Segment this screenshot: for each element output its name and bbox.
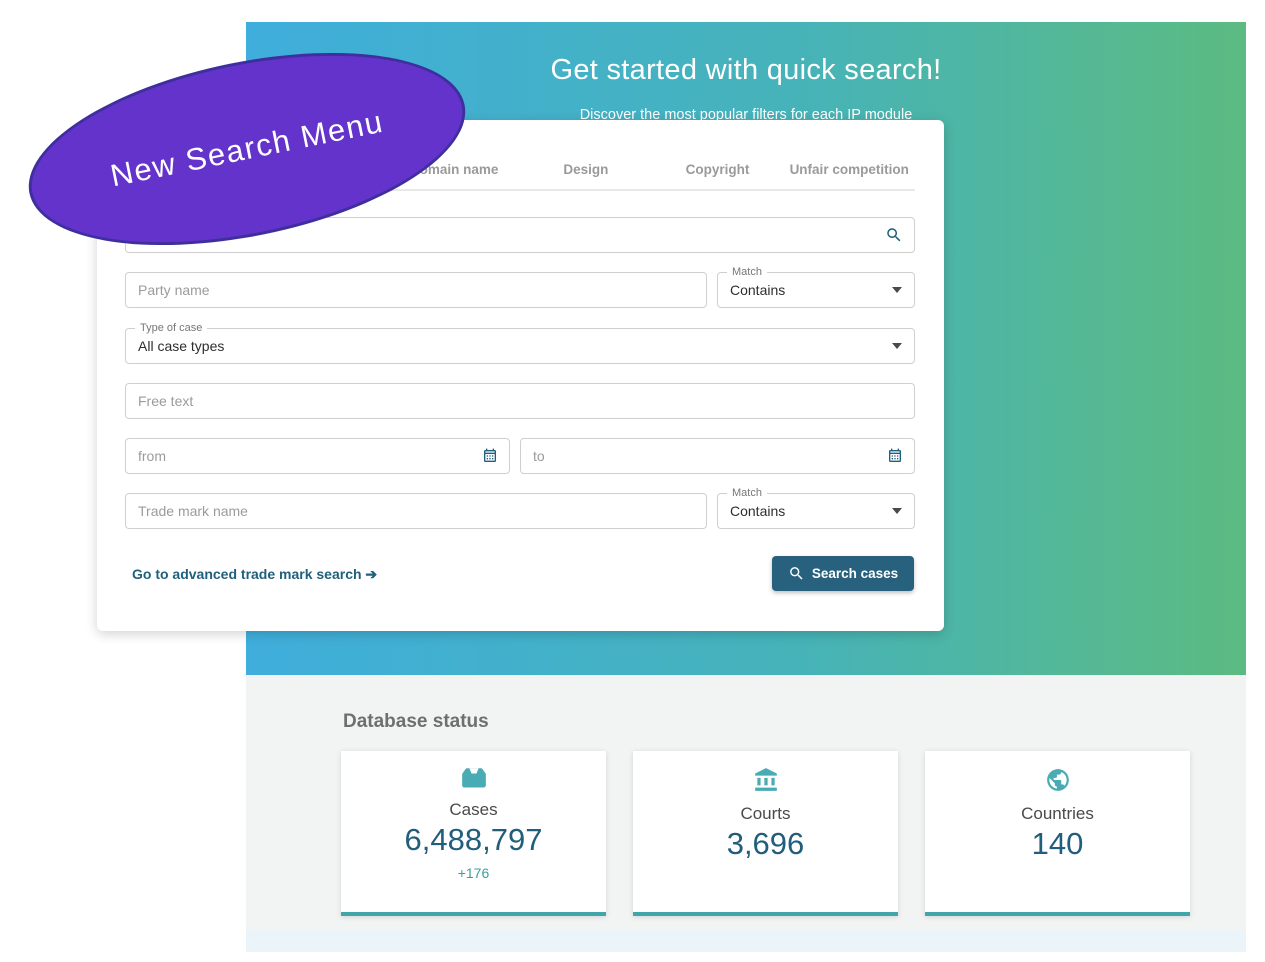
quick-search-card: Trade mark Patent Domain name Design Cop… (97, 120, 944, 631)
search-icon (788, 565, 805, 582)
calendar-icon[interactable] (482, 448, 509, 464)
courthouse-icon (753, 767, 779, 798)
status-card-courts: Courts 3,696 (633, 751, 898, 916)
match-label: Match (727, 487, 767, 499)
type-of-case-label: Type of case (135, 322, 208, 334)
inbox-icon (460, 767, 488, 794)
status-card-label: Countries (1021, 804, 1094, 823)
chevron-down-icon (892, 343, 902, 349)
advanced-search-link[interactable]: Go to advanced trade mark search ➔ (132, 566, 378, 582)
next-section-strip (246, 930, 1246, 952)
search-cases-button[interactable]: Search cases (772, 556, 914, 591)
tab-unfair-competition[interactable]: Unfair competition (789, 162, 909, 177)
tab-domain-name[interactable]: Domain name (409, 162, 499, 177)
annotation-label: New Search Menu (107, 103, 387, 194)
chevron-down-icon (892, 508, 902, 514)
page-subtitle: Discover the most popular filters for ea… (579, 107, 913, 123)
database-status-section: Database status Cases 6,488,797 +176 Cou… (246, 675, 1246, 930)
status-card-value: 3,696 (726, 826, 805, 861)
status-card-cases: Cases 6,488,797 +176 (341, 751, 606, 916)
date-from-field[interactable] (125, 438, 510, 474)
database-status-title: Database status (343, 711, 489, 732)
status-card-value: 140 (1031, 826, 1084, 861)
search-icon[interactable] (885, 226, 914, 244)
party-name-field[interactable] (125, 272, 707, 308)
page-title: Get started with quick search! (550, 54, 942, 86)
tab-design[interactable]: Design (563, 162, 609, 177)
trademark-name-input[interactable] (126, 503, 706, 519)
globe-icon (1045, 767, 1071, 798)
status-card-label: Cases (449, 800, 498, 819)
status-card-label: Courts (740, 804, 791, 823)
trademark-match-value: Contains (730, 503, 786, 519)
calendar-icon[interactable] (887, 448, 914, 464)
status-card-delta: +176 (457, 865, 490, 881)
status-card-countries: Countries 140 (925, 751, 1190, 916)
jurisdiction-input[interactable] (126, 227, 885, 243)
trademark-match-select[interactable]: Match Contains (717, 487, 915, 529)
trademark-name-field[interactable] (125, 493, 707, 529)
party-match-select[interactable]: Match Contains (717, 266, 915, 308)
tab-copyright[interactable]: Copyright (685, 162, 750, 177)
party-match-value: Contains (730, 282, 786, 298)
free-text-input[interactable] (126, 393, 914, 409)
search-cases-label: Search cases (811, 566, 899, 581)
date-from-input[interactable] (126, 448, 482, 464)
match-label: Match (727, 266, 767, 278)
type-of-case-value: All case types (138, 338, 225, 354)
party-name-input[interactable] (126, 282, 706, 298)
free-text-field[interactable] (125, 383, 915, 419)
date-to-field[interactable] (520, 438, 915, 474)
status-card-value: 6,488,797 (404, 822, 543, 857)
type-of-case-select[interactable]: Type of case All case types (125, 322, 915, 364)
chevron-down-icon (892, 287, 902, 293)
date-to-input[interactable] (521, 448, 887, 464)
